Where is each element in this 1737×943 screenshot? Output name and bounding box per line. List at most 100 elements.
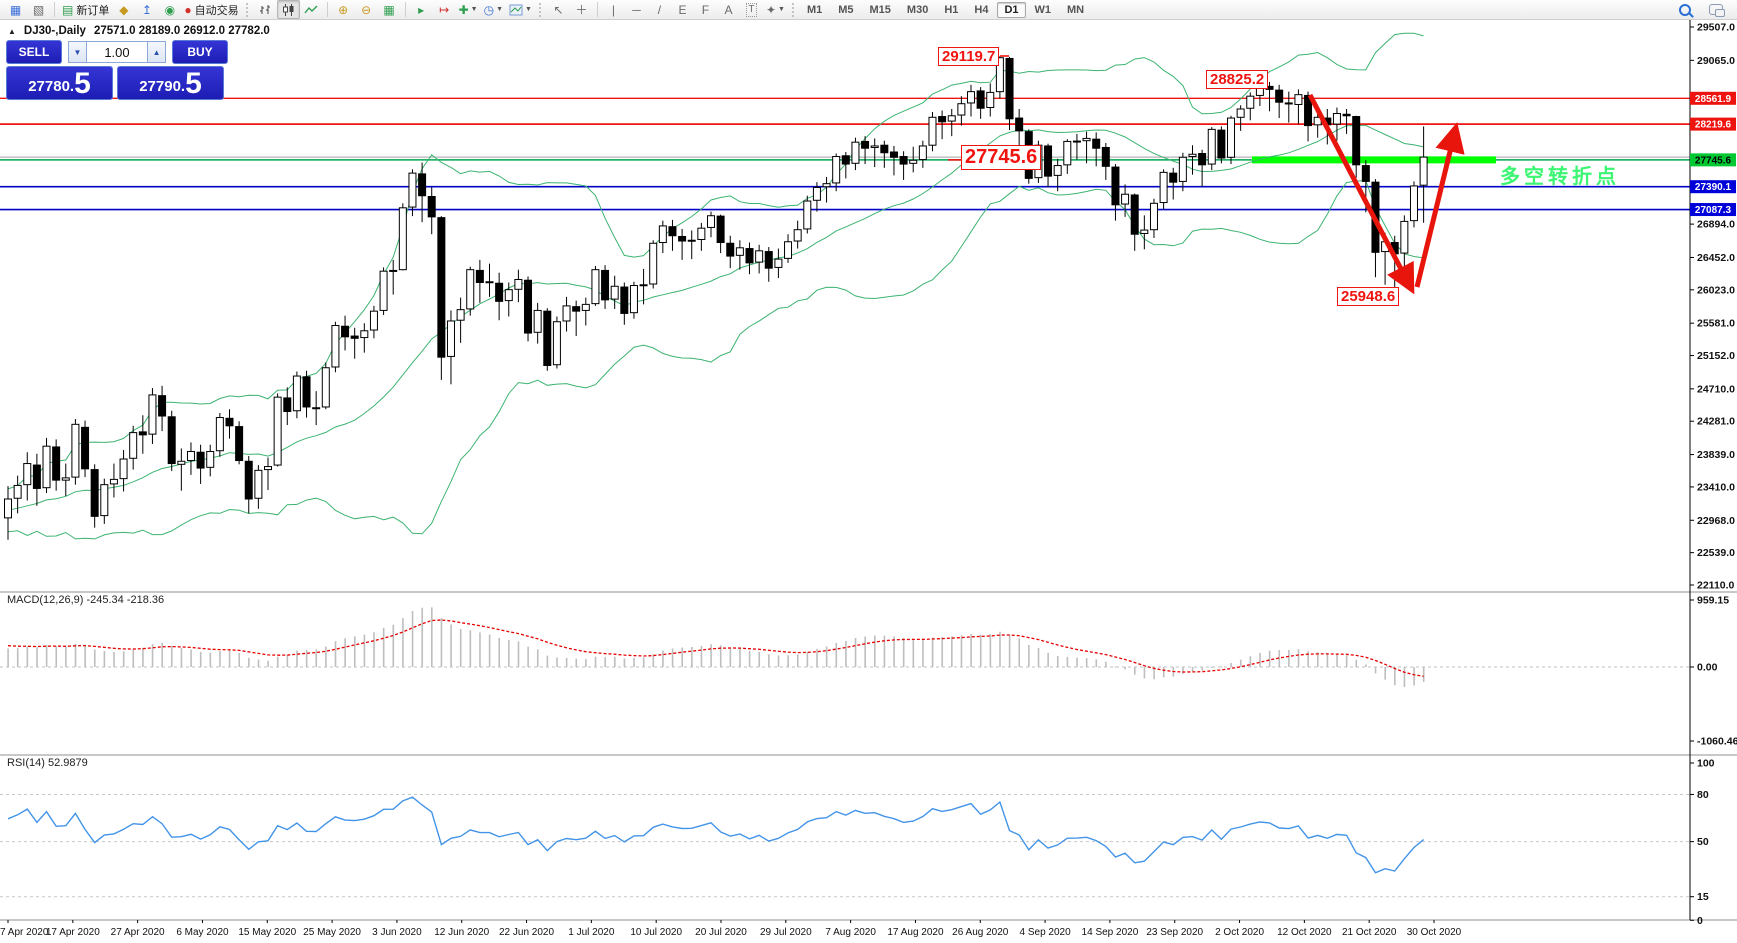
- equidistant-channel-button[interactable]: E: [671, 0, 694, 19]
- buy-button[interactable]: BUY: [172, 40, 228, 64]
- rsi-panel: [0, 793, 1690, 898]
- tile-windows-button[interactable]: ▦: [378, 0, 401, 19]
- svg-text:25581.0: 25581.0: [1697, 318, 1735, 330]
- line-chart-button[interactable]: [300, 0, 323, 19]
- trendline-icon: /: [657, 2, 662, 17]
- trend-arrows: [948, 55, 1465, 295]
- svg-text:27745.6: 27745.6: [1695, 155, 1732, 166]
- svg-text:23 Sep 2020: 23 Sep 2020: [1146, 927, 1203, 938]
- vertical-line-icon: |: [611, 2, 616, 17]
- svg-text:28219.6: 28219.6: [1695, 120, 1732, 131]
- text-button[interactable]: A: [717, 0, 740, 19]
- timeframe-button-MN[interactable]: MN: [1067, 3, 1085, 16]
- new-order-button[interactable]: ▤ 新订单: [59, 0, 112, 19]
- channel-icon: E: [678, 2, 687, 17]
- timeframe-button-W1[interactable]: W1: [1034, 3, 1052, 16]
- toolbar-drag-handle[interactable]: [245, 2, 250, 17]
- auto-trading-icon: ●: [184, 2, 192, 17]
- price-callout-29119[interactable]: 29119.7: [938, 47, 1000, 66]
- svg-text:10 Jul 2020: 10 Jul 2020: [630, 927, 682, 938]
- auto-scroll-icon: ▸: [418, 2, 425, 17]
- chat-button[interactable]: [1704, 0, 1727, 19]
- price-callout-27745[interactable]: 27745.6: [961, 145, 1042, 170]
- timeframe-button-M30[interactable]: M30: [906, 3, 929, 16]
- volume-input[interactable]: 1.00: [87, 41, 147, 63]
- collapse-triangle-icon[interactable]: ▲: [8, 26, 16, 36]
- profiles-button[interactable]: ▧: [27, 0, 50, 19]
- zoom-out-button[interactable]: ⊖: [355, 0, 378, 19]
- macd-panel: [0, 607, 1690, 687]
- upload-icon: ↥: [141, 2, 152, 17]
- horizontal-line-button[interactable]: ─: [625, 0, 648, 19]
- timeframe-button-M1[interactable]: M1: [806, 3, 823, 16]
- price-axis-badge: [1690, 117, 1736, 131]
- price-callout-25948[interactable]: 25948.6: [1337, 287, 1400, 306]
- new-chart-button[interactable]: ▦: [4, 0, 27, 19]
- svg-text:50: 50: [1697, 836, 1709, 848]
- price-callout-28825[interactable]: 28825.2: [1206, 70, 1269, 89]
- svg-text:7 Apr 2020: 7 Apr 2020: [0, 927, 49, 938]
- search-icon: [1678, 3, 1691, 16]
- indicators-button[interactable]: ✚ ▼: [456, 0, 481, 19]
- candlestick-chart-button[interactable]: [276, 0, 300, 19]
- templates-button[interactable]: ▼: [506, 0, 535, 19]
- green-turning-zone: [1252, 156, 1496, 164]
- tile-windows-icon: ▦: [383, 2, 395, 17]
- auto-scroll-button[interactable]: ▸: [410, 0, 433, 19]
- timeframe-button-D1[interactable]: D1: [997, 1, 1026, 18]
- text-label-button[interactable]: T: [740, 0, 763, 19]
- svg-text:22968.0: 22968.0: [1697, 515, 1735, 527]
- periods-button[interactable]: ◷ ▼: [481, 0, 506, 19]
- toolbar-drag-handle[interactable]: [538, 2, 543, 17]
- buy-price-button[interactable]: 27790. 5: [117, 66, 224, 100]
- sell-price-button[interactable]: 27780. 5: [6, 66, 113, 100]
- fibonacci-button[interactable]: F: [694, 0, 717, 19]
- publish-button[interactable]: ↥: [135, 0, 158, 19]
- candlestick-chart-icon: [282, 3, 294, 16]
- svg-text:959.15: 959.15: [1697, 595, 1729, 607]
- svg-text:0.00: 0.00: [1697, 662, 1718, 674]
- dropdown-caret-icon: ▼: [470, 6, 478, 13]
- timeframe-button-M15[interactable]: M15: [869, 3, 891, 16]
- shapes-icon: ✦: [765, 2, 777, 17]
- svg-text:20 Jul 2020: 20 Jul 2020: [695, 927, 747, 938]
- chart-shift-button[interactable]: ↦: [433, 0, 456, 19]
- timeframe-button-H1[interactable]: H1: [944, 3, 959, 16]
- clock-icon: ◷: [483, 2, 495, 17]
- bar-chart-button[interactable]: [254, 0, 277, 19]
- zoom-in-button[interactable]: ⊕: [332, 0, 355, 19]
- dropdown-caret-icon: ▼: [496, 6, 504, 13]
- arrows-button[interactable]: ✦ ▼: [763, 0, 788, 19]
- auto-trading-button[interactable]: ● 自动交易: [181, 0, 241, 19]
- expert-remove-button[interactable]: ◆: [112, 0, 135, 19]
- panel-separators: [0, 591, 1737, 921]
- svg-text:22 Jun 2020: 22 Jun 2020: [499, 927, 554, 938]
- sell-button[interactable]: SELL: [6, 40, 62, 64]
- search-button[interactable]: [1673, 0, 1696, 19]
- turning-point-note[interactable]: 多空转折点: [1500, 166, 1620, 188]
- sell-price-frac: 5: [74, 67, 91, 100]
- svg-text:14 Sep 2020: 14 Sep 2020: [1082, 927, 1139, 938]
- indicators-plus-icon: ✚: [458, 2, 469, 17]
- price-axis-badge: [1690, 180, 1736, 194]
- vertical-line-button[interactable]: |: [602, 0, 625, 19]
- timeframe-button-M5[interactable]: M5: [838, 3, 854, 16]
- new-order-label: 新订单: [76, 4, 110, 17]
- svg-text:12 Jun 2020: 12 Jun 2020: [434, 927, 489, 938]
- timeframe-button-H4[interactable]: H4: [974, 3, 989, 16]
- toolbar-drag-handle[interactable]: [791, 2, 796, 17]
- svg-text:15: 15: [1697, 891, 1709, 903]
- text-icon: A: [724, 2, 733, 17]
- svg-text:17 Apr 2020: 17 Apr 2020: [46, 927, 100, 938]
- svg-text:26 Aug 2020: 26 Aug 2020: [952, 927, 1009, 938]
- price-axis-badge: [1690, 153, 1736, 167]
- price-axis: 29507.0 29065.0 26894.0 26452.0 26023.0 25581…: [1689, 20, 1737, 927]
- volume-decrease-button[interactable]: ▼: [67, 41, 88, 63]
- signals-button[interactable]: ◉: [158, 0, 181, 19]
- trendline-button[interactable]: /: [648, 0, 671, 19]
- crosshair-button[interactable]: ＋: [570, 0, 593, 19]
- volume-increase-button[interactable]: ▲: [146, 41, 167, 63]
- template-chart-icon: [509, 4, 523, 15]
- cursor-button[interactable]: ↖: [547, 0, 570, 19]
